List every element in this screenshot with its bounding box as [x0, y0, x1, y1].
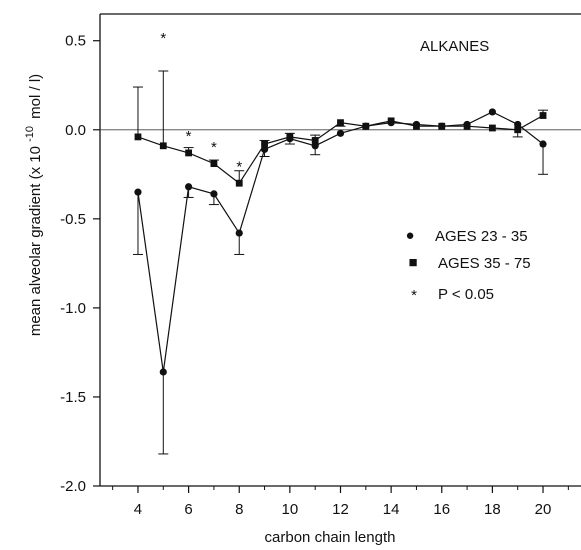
data-point — [488, 124, 496, 132]
ticks: 4 6 8 10 12 14 16 18 20 0.5 0.0 -0.5 -1.0 -1.5 -2.0 — [60, 33, 569, 518]
legend-label-significance: P < 0.05 — [438, 286, 494, 303]
significance-star: * — [236, 158, 242, 175]
x-tick-label: 10 — [282, 501, 299, 518]
significance-star: * — [211, 139, 217, 156]
y-axis-label: mean alveolar gradient (x 10 -10 mol / l… — [20, 74, 44, 336]
data-point — [210, 160, 218, 168]
data-point — [539, 140, 547, 148]
data-point — [362, 122, 370, 130]
data-point — [337, 119, 344, 127]
legend-label-ages-23-35: AGES 23 - 35 — [435, 228, 528, 245]
data-point — [159, 368, 167, 376]
x-tick-label: 16 — [433, 501, 450, 518]
y-tick-label: -0.5 — [60, 211, 86, 228]
data-point — [235, 179, 243, 187]
data-point — [134, 133, 142, 141]
data-point — [438, 122, 446, 130]
data-point — [311, 137, 319, 144]
series-ages-23-35 — [132, 108, 549, 455]
data-point — [286, 133, 294, 141]
legend-symbol-square: ■ — [408, 254, 417, 271]
significance-star: * — [160, 30, 166, 47]
data-point — [514, 120, 522, 129]
data-point — [463, 122, 471, 130]
legend-symbol-circle: ● — [405, 227, 414, 244]
legend: ● AGES 23 - 35 ■ AGES 35 - 75 * P < 0.05 — [405, 227, 530, 304]
data-point — [514, 126, 522, 134]
svg-text:mean alveolar gradient (x 10: mean alveolar gradient (x 10 -10 mol / l… — [20, 74, 44, 336]
legend-symbol-star: * — [411, 287, 417, 304]
data-point — [185, 149, 193, 157]
x-tick-label: 20 — [535, 501, 552, 518]
data-point — [235, 229, 243, 237]
y-tick-label: -1.0 — [60, 300, 86, 317]
data-point — [488, 108, 496, 116]
y-axis-label-unit: mol / l) — [27, 74, 44, 119]
x-tick-label: 8 — [235, 501, 243, 518]
data-point — [185, 183, 193, 191]
x-tick-label: 12 — [332, 501, 349, 518]
data-point — [210, 190, 218, 198]
data-point — [261, 140, 268, 148]
data-point — [336, 129, 345, 137]
x-tick-label: 18 — [484, 501, 501, 518]
y-tick-label: 0.0 — [65, 122, 86, 139]
y-tick-label: 0.5 — [65, 33, 86, 50]
axes — [99, 13, 581, 487]
x-tick-label: 6 — [184, 501, 192, 518]
data-point — [311, 142, 319, 150]
data-point — [387, 117, 395, 125]
x-tick-label: 4 — [134, 501, 142, 518]
x-tick-label: 14 — [383, 501, 400, 518]
y-axis-label-exponent: -10 — [24, 126, 36, 142]
significance-star: * — [186, 128, 192, 145]
y-tick-label: -2.0 — [60, 478, 86, 495]
data-point — [159, 142, 167, 150]
y-tick-label: -1.5 — [60, 389, 86, 406]
series-ages-35-75 — [132, 70, 549, 187]
annotation-alkanes: ALKANES — [420, 38, 489, 55]
significance-markers: * * * * — [160, 30, 242, 175]
data-point — [134, 188, 142, 196]
y-axis-label-main: mean alveolar gradient (x 10 — [27, 146, 44, 336]
legend-label-ages-35-75: AGES 35 - 75 — [438, 255, 531, 272]
x-axis-label: carbon chain length — [265, 529, 396, 546]
data-point — [539, 112, 547, 119]
series-layer — [132, 70, 549, 455]
data-point — [413, 122, 420, 130]
